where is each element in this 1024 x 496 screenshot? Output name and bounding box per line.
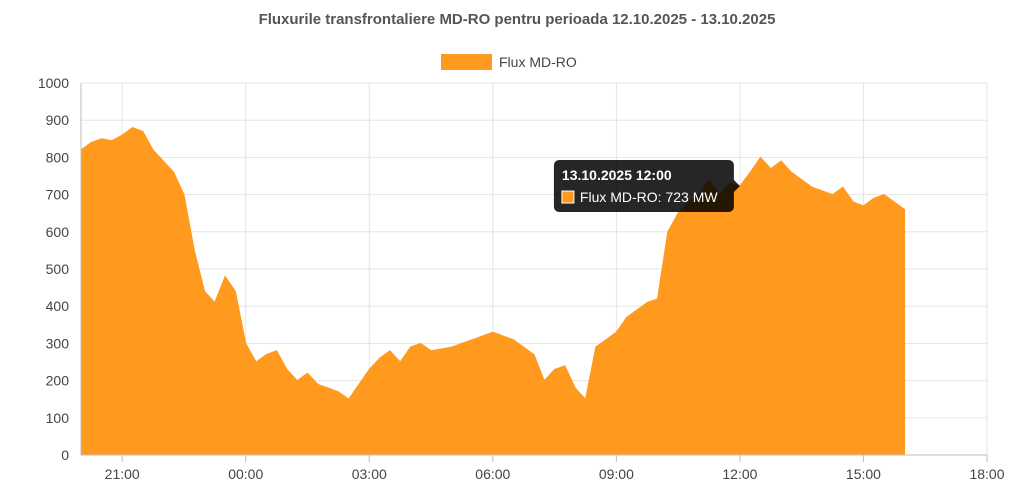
- tooltip-box: [553, 160, 740, 213]
- y-tick-label: 400: [46, 298, 70, 314]
- x-tick-label: 18:00: [969, 466, 1004, 482]
- legend-label: Flux MD-RO: [499, 54, 577, 70]
- y-tick-label: 300: [46, 335, 70, 351]
- x-tick-label: 09:00: [599, 466, 634, 482]
- y-tick-label: 600: [46, 224, 70, 240]
- x-tick-label: 03:00: [352, 466, 387, 482]
- x-tick-label: 21:00: [105, 466, 140, 482]
- x-tick-label: 12:00: [722, 466, 757, 482]
- y-tick-label: 0: [61, 447, 69, 463]
- x-tick-label: 15:00: [846, 466, 881, 482]
- legend-swatch: [441, 54, 492, 70]
- y-tick-label: 500: [46, 261, 70, 277]
- y-tick-label: 800: [46, 149, 70, 165]
- y-tick-label: 1000: [38, 75, 69, 91]
- tooltip: 13.10.2025 12:00 Flux MD-RO: 723 MW: [553, 160, 740, 213]
- x-tick-label: 06:00: [475, 466, 510, 482]
- tooltip-swatch: [561, 190, 575, 204]
- tooltip-label: Flux MD-RO: 723 MW: [580, 189, 718, 205]
- y-tick-label: 200: [46, 373, 70, 389]
- chart-title: Fluxurile transfrontaliere MD-RO pentru …: [259, 11, 776, 28]
- y-tick-label: 100: [46, 410, 70, 426]
- x-tick-label: 00:00: [228, 466, 263, 482]
- y-tick-label: 900: [46, 112, 70, 128]
- legend[interactable]: Flux MD-RO: [441, 54, 577, 70]
- y-tick-label: 700: [46, 187, 70, 203]
- tooltip-title: 13.10.2025 12:00: [562, 167, 672, 183]
- axes: 0 100 200 300 400 500 600 700 800 900 1000 21:00 00:…: [38, 75, 1005, 482]
